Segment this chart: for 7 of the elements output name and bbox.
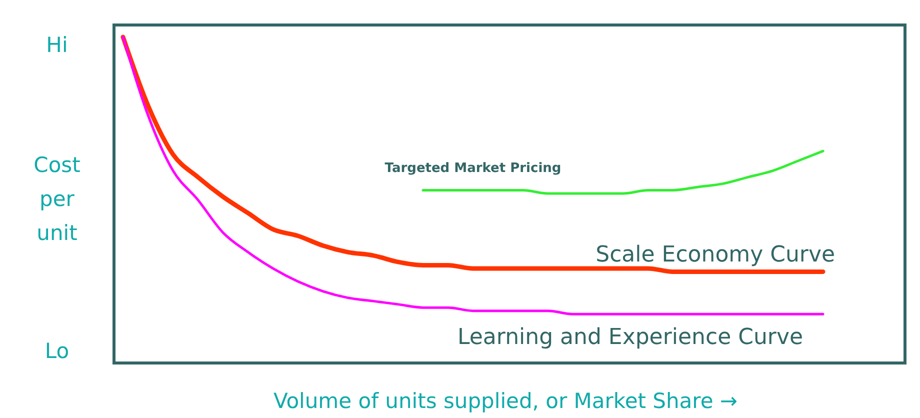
series-label: Targeted Market Pricing [384, 161, 562, 176]
text: Hi [46, 33, 68, 57]
y-axis-title: Cost per unit [34, 153, 80, 245]
series-label: Learning and Experience Curve [458, 325, 803, 350]
x-axis-title: Volume of units supplied, or Market Share → [273, 389, 738, 413]
series-label: Scale Economy Curve [596, 242, 835, 268]
text: Lo [44, 339, 70, 363]
